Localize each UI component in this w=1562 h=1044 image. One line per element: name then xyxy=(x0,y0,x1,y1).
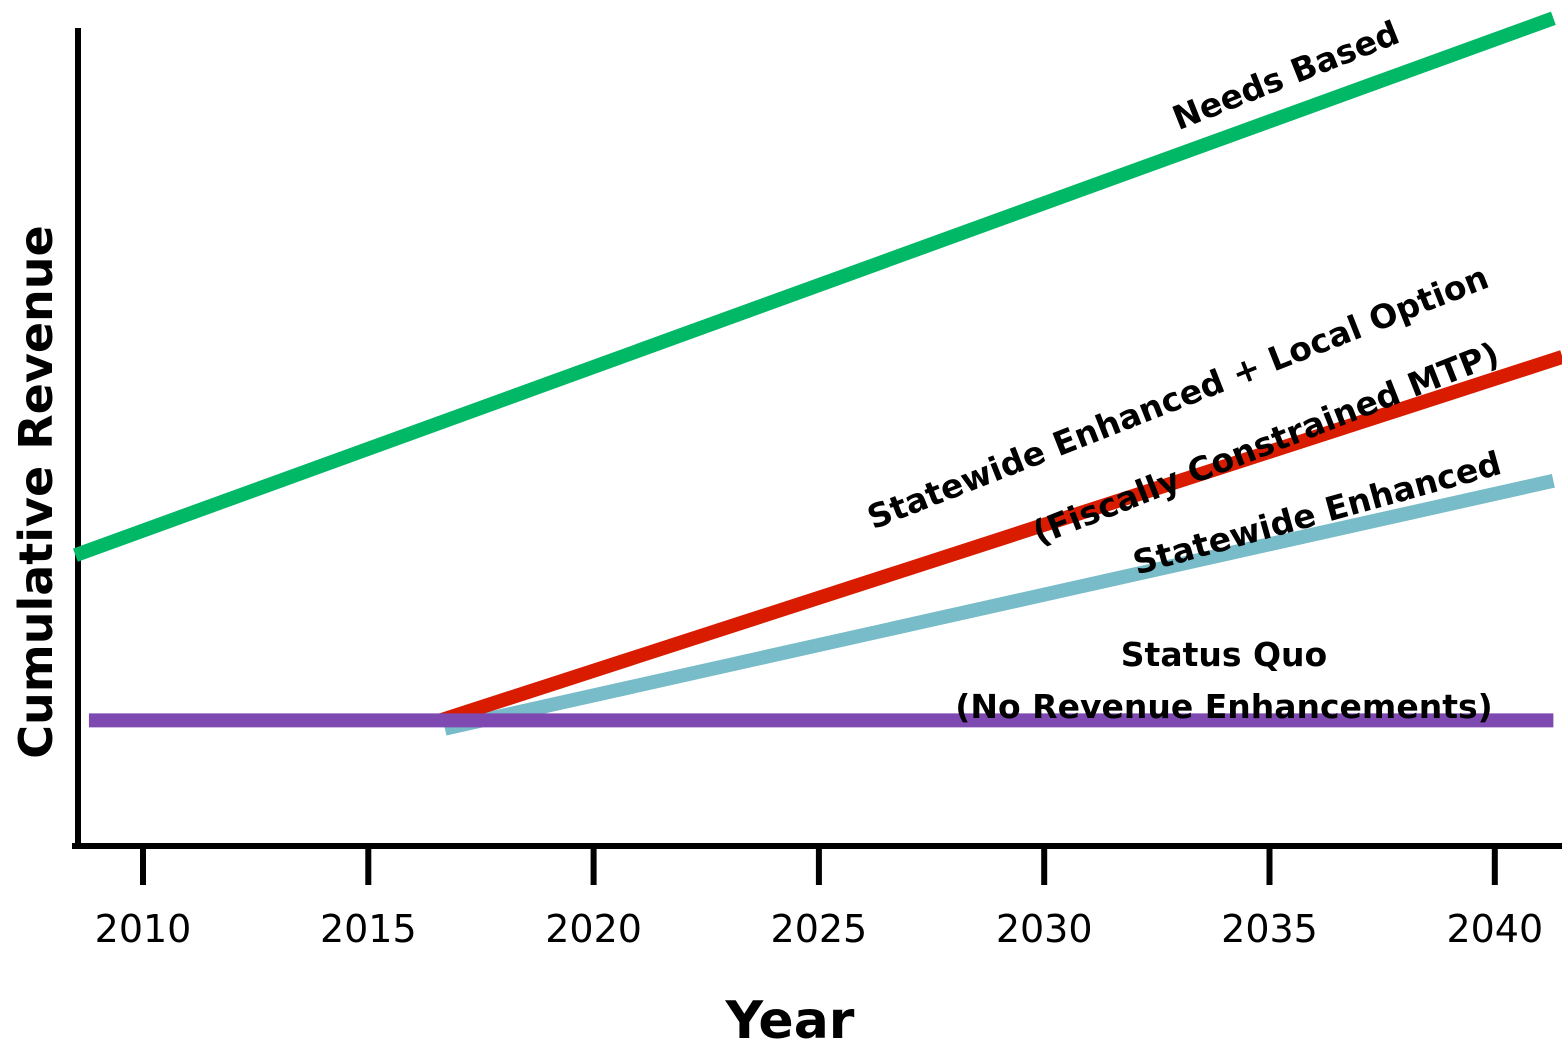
x-tick-label-2015: 2015 xyxy=(320,907,417,951)
x-tick-label-2040: 2040 xyxy=(1446,907,1543,951)
series-line-needs-based xyxy=(73,11,1556,562)
x-axis-title: Year xyxy=(725,991,855,1044)
y-axis-title: Cumulative Revenue xyxy=(9,225,63,758)
series-label-status-quo-no-revenue-enhancements-line-1: Status Quo xyxy=(1121,635,1327,674)
x-tick-label-2035: 2035 xyxy=(1221,907,1318,951)
x-ticks: 2010 2015 2020 2025 2030 2035 2040 xyxy=(95,849,1543,951)
series-lines xyxy=(73,11,1562,736)
x-tick-label-2030: 2030 xyxy=(996,907,1093,951)
x-tick-label-2020: 2020 xyxy=(545,907,642,951)
x-tick-label-2010: 2010 xyxy=(95,907,192,951)
series-line-statewide-enhanced xyxy=(443,473,1555,736)
x-tick-label-2025: 2025 xyxy=(771,907,868,951)
series-label-status-quo-no-revenue-enhancements-line-2: (No Revenue Enhancements) xyxy=(955,687,1492,726)
series-line-statewide-enhanced-local-option-fiscally-constrained-mtp xyxy=(438,350,1562,728)
